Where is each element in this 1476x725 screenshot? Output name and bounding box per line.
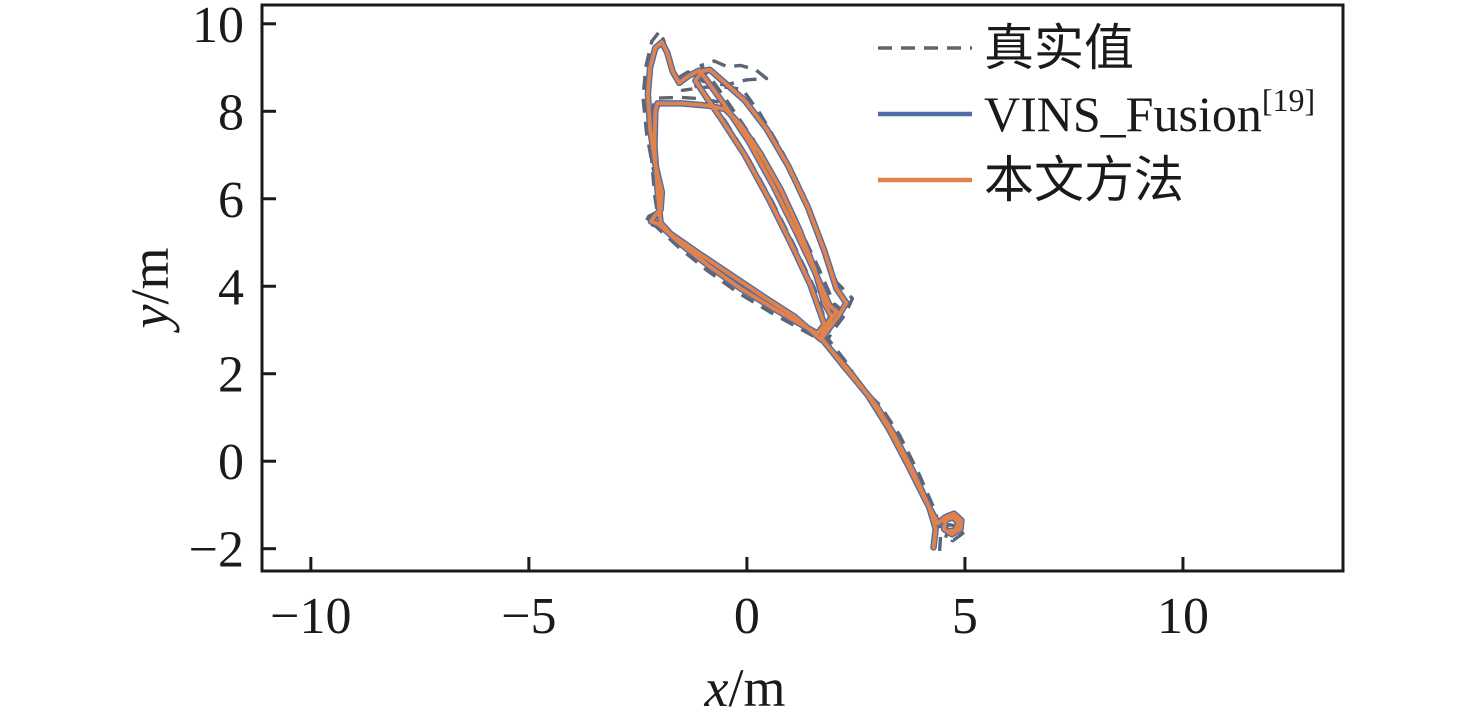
x-tick-label: −5: [501, 588, 556, 645]
y-tick-label: 4: [218, 259, 244, 316]
plot-border: [260, 3, 1345, 573]
y-tick-label: −2: [189, 522, 244, 579]
legend-label-0: 真实值: [984, 20, 1134, 76]
y-tick-label: 6: [218, 172, 244, 229]
x-tick-label: 0: [734, 588, 760, 645]
legend-label-1: VINS_Fusion[19]: [984, 82, 1315, 142]
y-tick-label: 8: [218, 84, 244, 141]
x-axis-label: x/m: [704, 658, 786, 718]
x-tick-label: −10: [270, 588, 351, 645]
y-axis-label: y/m: [120, 248, 180, 334]
legend-label-2: 本文方法: [984, 152, 1184, 208]
y-tick-label: 0: [218, 434, 244, 491]
y-tick-label: 10: [192, 0, 244, 54]
y-tick-label: 2: [218, 347, 244, 404]
x-tick-label: 5: [952, 588, 978, 645]
x-tick-label: 10: [1157, 588, 1209, 645]
series-path-2: [646, 40, 964, 550]
legend: 真实值 VINS_Fusion[19] 本文方法: [878, 20, 1315, 208]
